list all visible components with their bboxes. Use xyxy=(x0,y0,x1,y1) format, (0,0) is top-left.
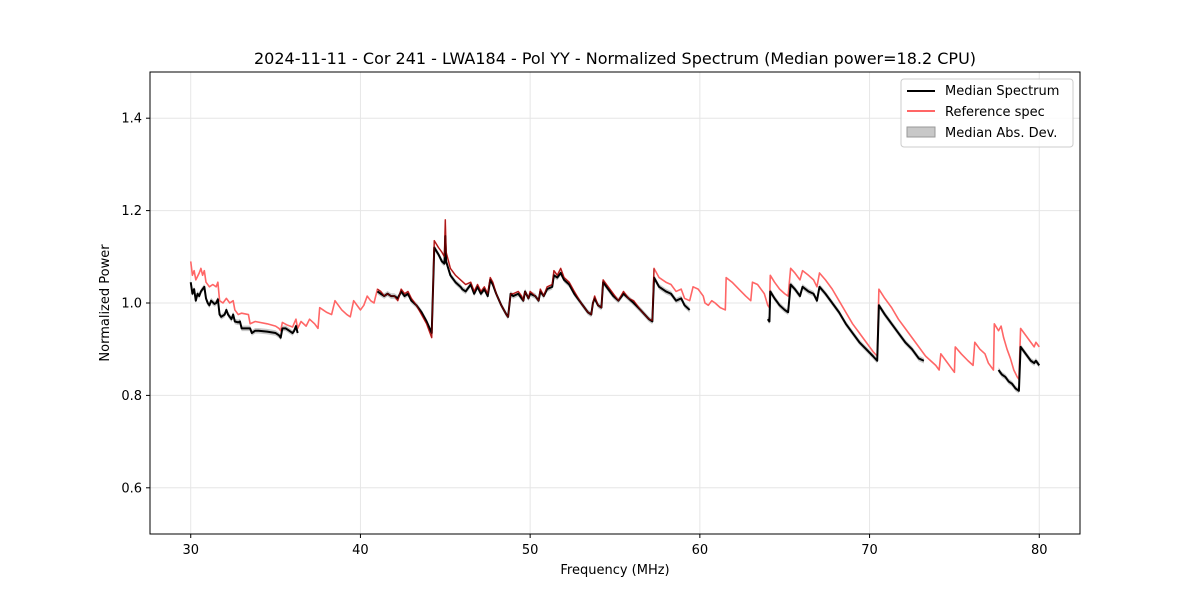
x-axis-label: Frequency (MHz) xyxy=(560,563,669,578)
y-tick-label: 1.4 xyxy=(121,112,142,127)
overlap-line xyxy=(377,219,655,339)
y-tick-label: 1.2 xyxy=(121,204,142,219)
y-axis-ticks: 0.6 0.8 1.0 1.2 1.4 xyxy=(121,112,150,496)
median-spectrum-line xyxy=(189,282,299,339)
y-tick-label: 0.8 xyxy=(121,389,142,404)
x-tick-label: 50 xyxy=(522,543,539,558)
x-tick-label: 40 xyxy=(352,543,369,558)
legend: Median Spectrum Reference spec Median Ab… xyxy=(900,78,1074,148)
x-axis-ticks: 30 40 50 60 70 80 xyxy=(182,534,1048,558)
legend-box xyxy=(900,78,1074,148)
legend-mad-swatch xyxy=(906,126,936,138)
x-tick-label: 60 xyxy=(692,543,709,558)
y-tick-label: 1.0 xyxy=(121,297,142,312)
legend-mad-label: Median Abs. Dev. xyxy=(945,126,1057,141)
median-spectrum-layer xyxy=(189,219,1041,392)
median-spectrum-line xyxy=(997,345,1041,392)
y-tick-label: 0.6 xyxy=(121,481,142,496)
y-axis-label: Normalized Power xyxy=(98,244,113,362)
median-spectrum-line xyxy=(766,283,925,362)
legend-median-label: Median Spectrum xyxy=(945,84,1059,99)
x-tick-label: 80 xyxy=(1031,543,1048,558)
x-tick-label: 70 xyxy=(861,543,878,558)
chart-title: 2024-11-11 - Cor 241 - LWA184 - Pol YY -… xyxy=(254,49,976,68)
legend-reference-label: Reference spec xyxy=(945,105,1045,120)
x-tick-label: 30 xyxy=(182,543,199,558)
